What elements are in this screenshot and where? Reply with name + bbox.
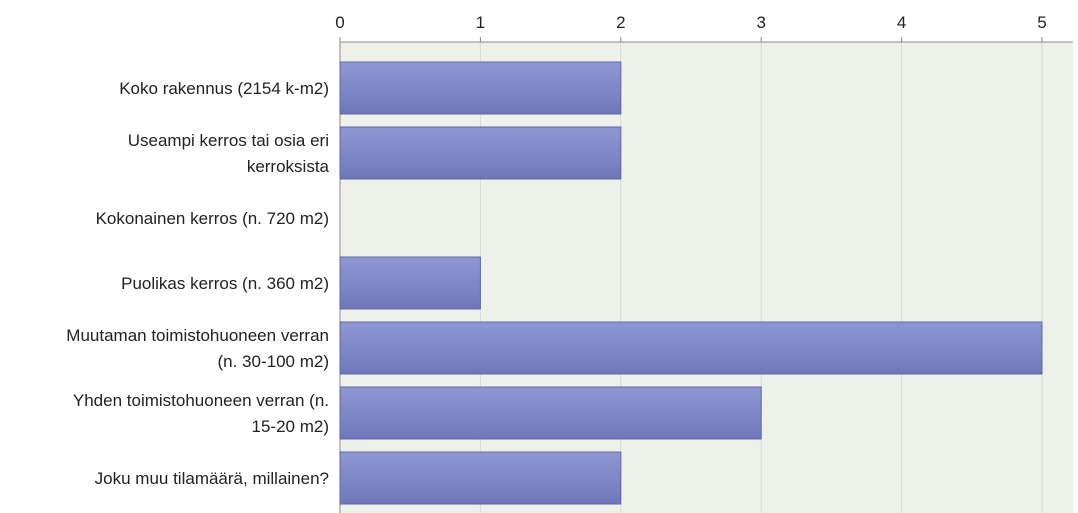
bar: [339, 451, 622, 505]
category-label: (n. 30-100 m2): [218, 352, 330, 371]
tick-label: 3: [756, 13, 765, 32]
category-label: Useampi kerros tai osia eri: [128, 131, 329, 150]
category-label: Puolikas kerros (n. 360 m2): [121, 274, 329, 293]
bars: [339, 61, 1043, 505]
category-label: Muutaman toimistohuoneen verran: [66, 326, 329, 345]
bar: [339, 61, 622, 115]
category-label: Yhden toimistohuoneen verran (n.: [73, 391, 329, 410]
category-label: kerroksista: [247, 157, 330, 176]
bar: [339, 386, 762, 440]
tick-label: 0: [335, 13, 344, 32]
tick-label: 4: [897, 13, 906, 32]
tick-label: 1: [476, 13, 485, 32]
tick-label: 5: [1037, 13, 1046, 32]
bar: [339, 256, 481, 310]
category-label: Koko rakennus (2154 k-m2): [119, 79, 329, 98]
category-label: Kokonainen kerros (n. 720 m2): [96, 209, 329, 228]
category-label: 15-20 m2): [252, 417, 329, 436]
category-label: Joku muu tilamäärä, millainen?: [95, 469, 329, 488]
category-labels: Koko rakennus (2154 k-m2) Useampi kerros …: [66, 79, 329, 488]
bar: [339, 126, 622, 180]
bar: [339, 321, 1043, 375]
tick-label: 2: [616, 13, 625, 32]
